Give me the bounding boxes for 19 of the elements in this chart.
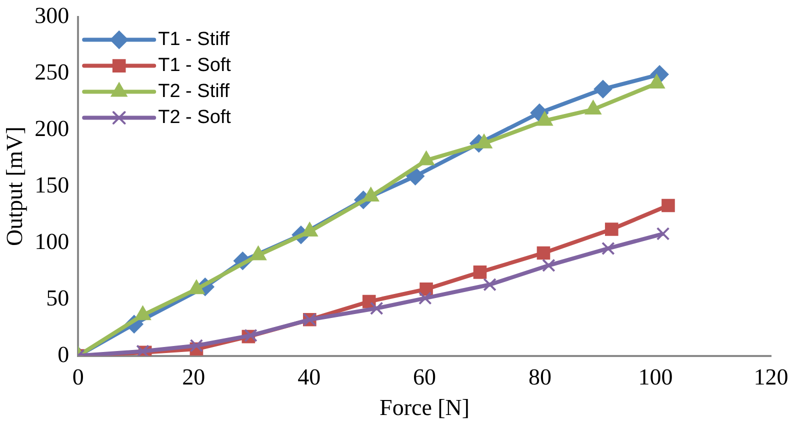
y-axis-title: Output [mV]	[2, 126, 27, 246]
x-axis-title: Force [N]	[380, 395, 470, 420]
x-tick-label: 20	[182, 364, 206, 390]
y-tick-label: 250	[34, 59, 70, 84]
y-tick-label: 200	[34, 116, 70, 141]
legend-label: T2 - Soft	[158, 107, 232, 128]
x-tick-label: 40	[298, 364, 321, 390]
legend-label: T1 - Soft	[158, 55, 232, 76]
x-tick-label: 120	[754, 364, 788, 390]
legend-label: T1 - Stiff	[158, 29, 230, 50]
y-tick-label: 100	[34, 228, 70, 254]
legend-label: T2 - Stiff	[158, 81, 230, 102]
x-tick-label: 60	[413, 364, 436, 390]
y-tick-label: 300	[34, 2, 70, 28]
y-tick-label: 0	[58, 342, 70, 367]
y-tick-label: 50	[46, 285, 70, 310]
x-tick-label: 80	[528, 364, 552, 390]
y-tick-label: 150	[34, 172, 70, 198]
x-tick-label: 100	[638, 364, 673, 390]
